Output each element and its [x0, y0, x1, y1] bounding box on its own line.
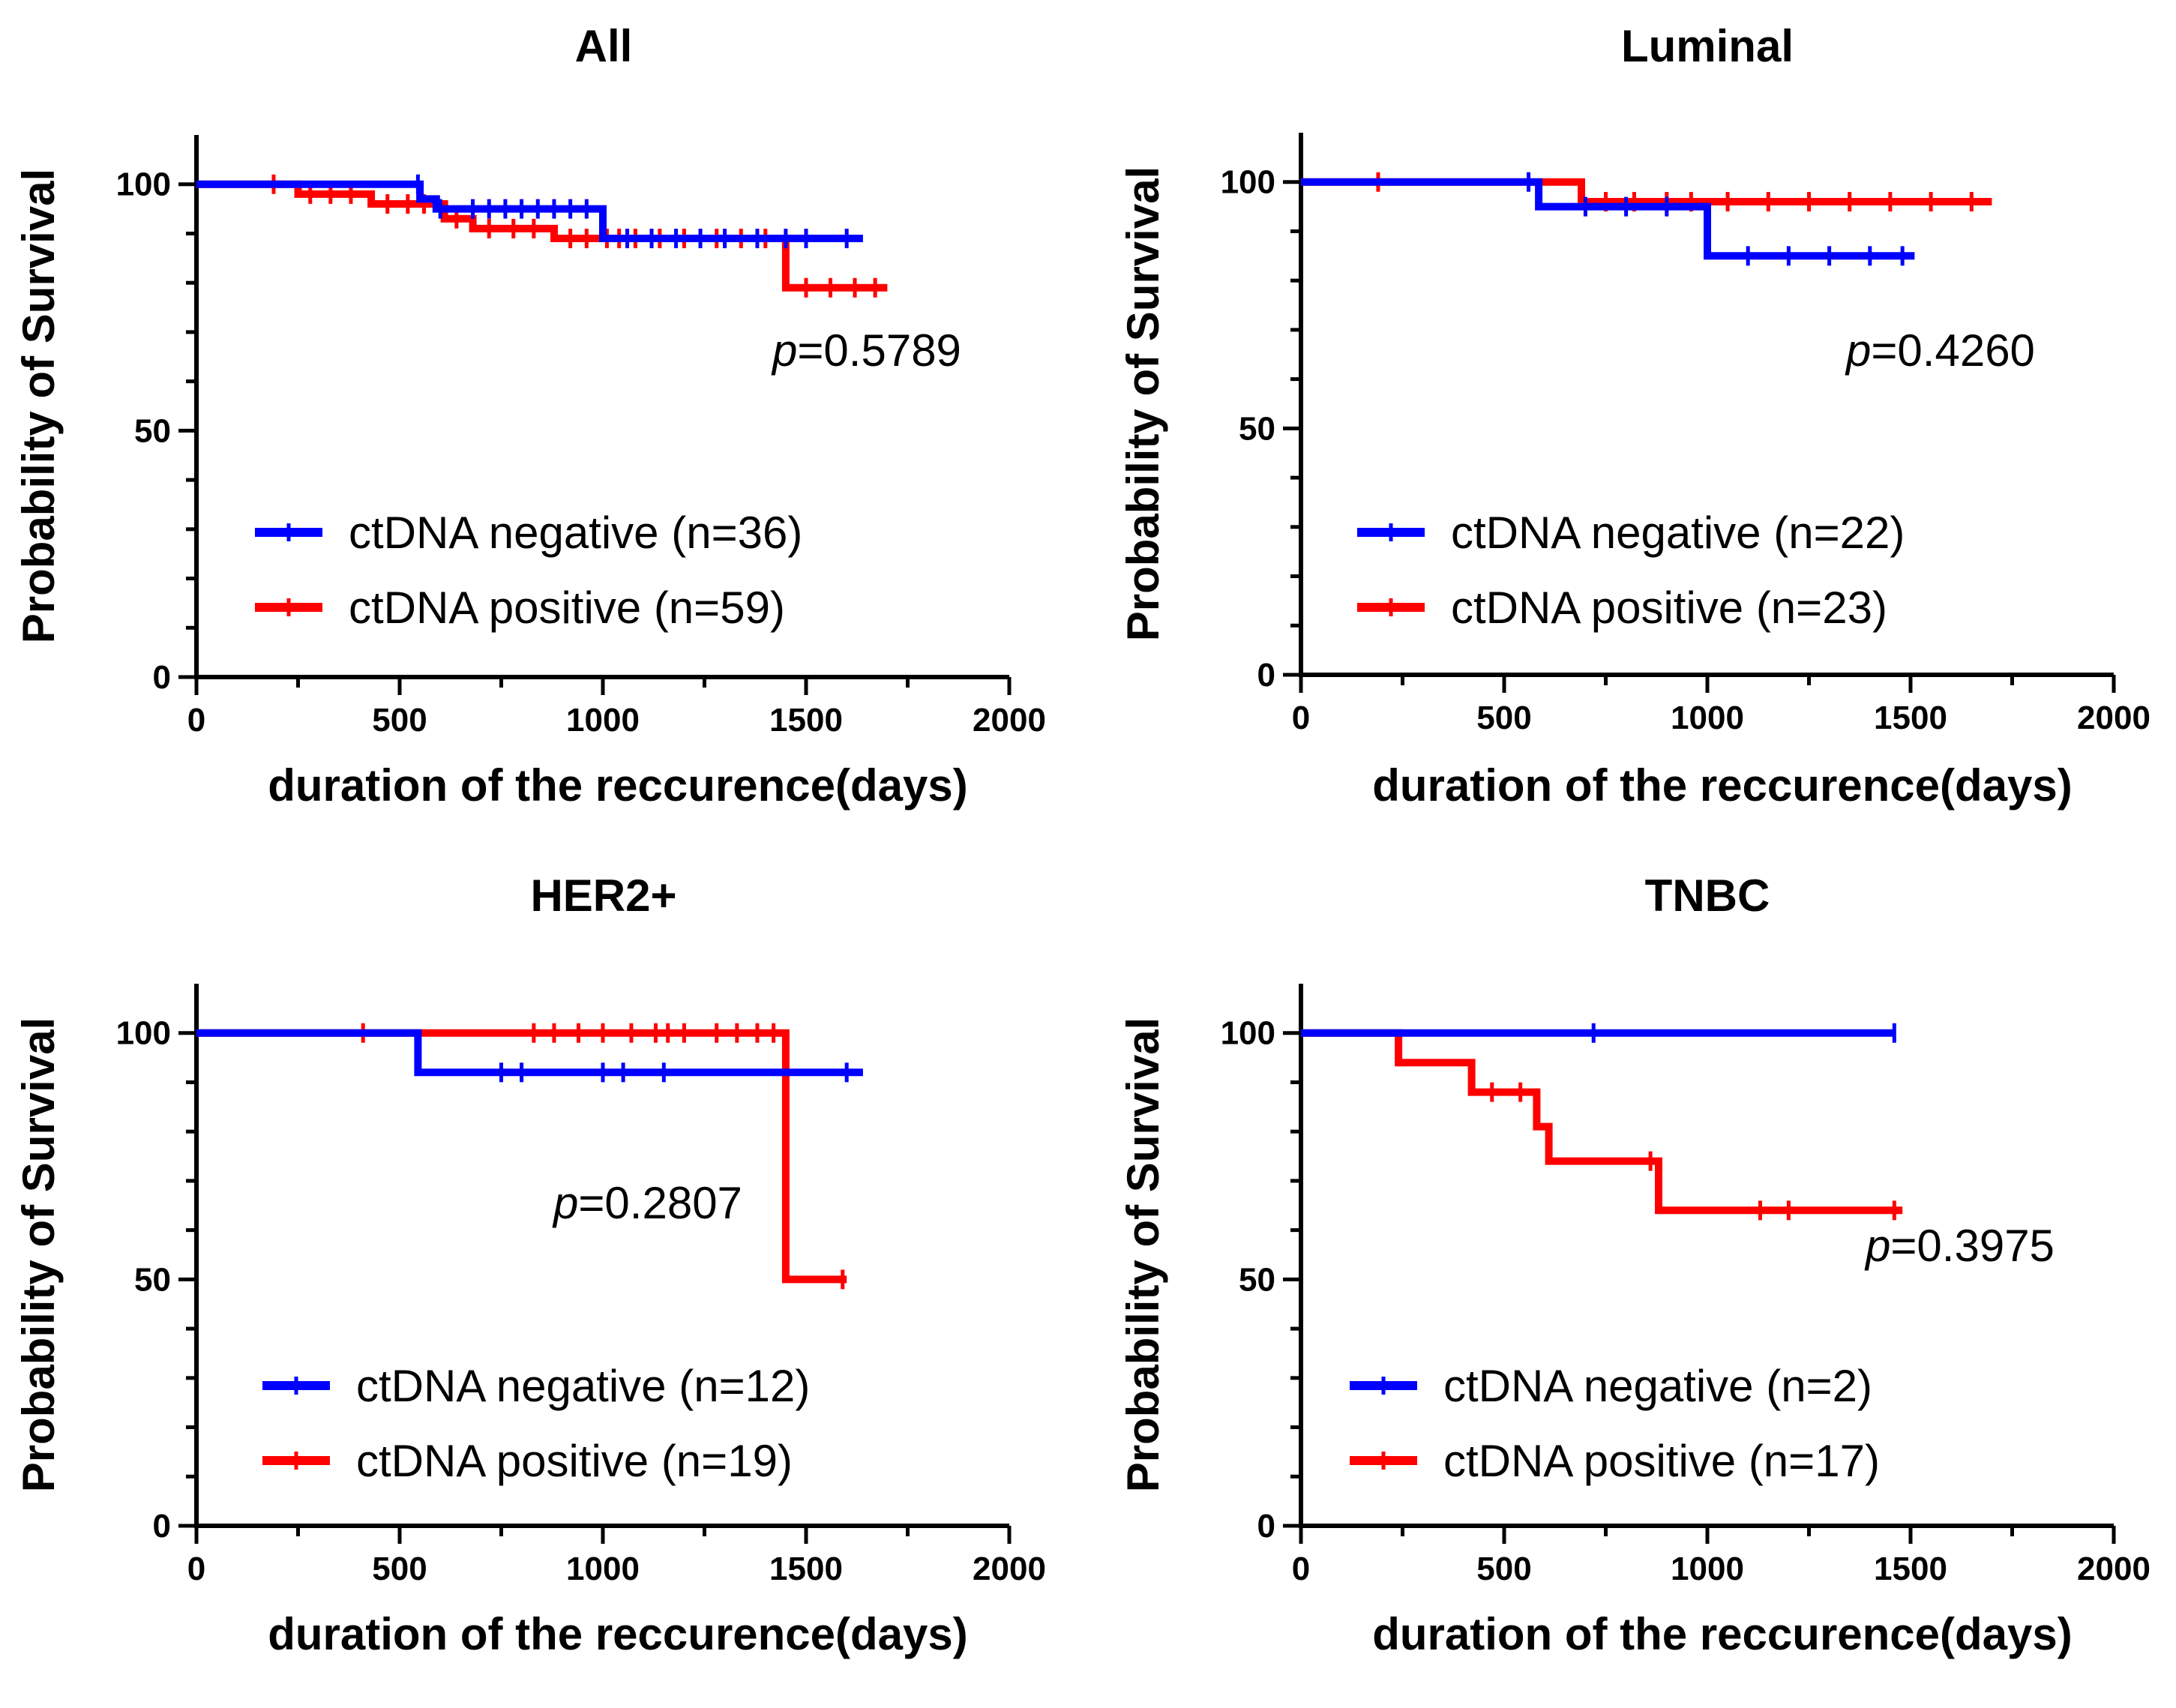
p-value-symbol: p: [1845, 325, 1871, 376]
x-tick-label: 0: [187, 702, 205, 739]
p-value-symbol: p: [552, 1178, 578, 1228]
x-tick-label: 2000: [973, 702, 1046, 739]
x-tick-label: 500: [1476, 1551, 1531, 1587]
x-axis-label: duration of the reccurence(days): [268, 760, 968, 811]
x-tick-label: 0: [187, 1551, 205, 1587]
y-tick-label: 100: [1221, 164, 1275, 201]
chart-title: TNBC: [1645, 870, 1770, 921]
p-value-number: =0.2807: [578, 1178, 742, 1228]
y-tick-label: 0: [1257, 657, 1275, 694]
y-tick-label: 100: [116, 1015, 171, 1052]
x-tick-label: 2000: [2077, 1551, 2151, 1587]
y-tick-label: 0: [1257, 1508, 1275, 1545]
y-tick-label: 0: [153, 1508, 171, 1545]
x-tick-label: 1000: [566, 1551, 640, 1587]
x-tick-label: 1500: [769, 702, 843, 739]
p-value-number: =0.4260: [1871, 325, 2035, 376]
y-tick-label: 50: [134, 1261, 171, 1298]
x-tick-label: 2000: [973, 1551, 1046, 1587]
y-tick-label: 50: [1239, 1261, 1275, 1298]
chart-title: Luminal: [1621, 21, 1794, 71]
legend-label-negative: ctDNA negative (n=2): [1443, 1361, 1872, 1411]
legend-label-negative: ctDNA negative (n=36): [349, 508, 802, 558]
p-value-annotation: p=0.5789: [771, 325, 961, 376]
p-value-annotation: p=0.3975: [1864, 1221, 2055, 1271]
y-axis-label: Probability of Survival: [1118, 1017, 1168, 1493]
chart-title: All: [575, 21, 633, 71]
legend-label-negative: ctDNA negative (n=12): [356, 1361, 810, 1411]
p-value-symbol: p: [1864, 1221, 1890, 1271]
y-tick-label: 50: [1239, 410, 1275, 447]
survival-curve-negative: [196, 180, 863, 242]
x-tick-label: 1500: [769, 1551, 843, 1587]
y-axis-label: Probability of Survival: [13, 169, 64, 644]
x-tick-label: 1500: [1874, 700, 1947, 736]
y-axis-label: Probability of Survival: [13, 1017, 64, 1493]
y-tick-label: 50: [134, 412, 171, 449]
p-value-symbol: p: [771, 325, 797, 376]
x-tick-label: 500: [372, 702, 427, 739]
x-tick-label: 500: [1476, 700, 1531, 736]
survival-curve-positive: [196, 1029, 847, 1284]
x-axis-label: duration of the reccurence(days): [1372, 1609, 2073, 1659]
x-tick-label: 0: [1292, 700, 1310, 736]
p-value-annotation: p=0.2807: [552, 1178, 742, 1228]
survival-curve-negative: [1301, 178, 1915, 260]
x-tick-label: 1500: [1874, 1551, 1947, 1587]
x-tick-label: 1000: [566, 702, 640, 739]
x-axis-label: duration of the reccurence(days): [1372, 760, 2073, 811]
x-tick-label: 500: [372, 1551, 427, 1587]
legend-label-positive: ctDNA positive (n=19): [356, 1436, 793, 1486]
x-tick-label: 0: [1292, 1551, 1310, 1587]
y-tick-label: 0: [153, 659, 171, 696]
legend-label-positive: ctDNA positive (n=17): [1443, 1436, 1880, 1486]
p-value-number: =0.5789: [797, 325, 961, 376]
legend-label-positive: ctDNA positive (n=23): [1451, 583, 1887, 633]
chart-title: HER2+: [530, 870, 676, 921]
survival-curve-negative: [196, 1029, 863, 1077]
p-value-number: =0.3975: [1890, 1221, 2055, 1271]
y-axis-label: Probability of Survival: [1118, 166, 1168, 642]
x-tick-label: 1000: [1671, 1551, 1744, 1587]
x-axis-label: duration of the reccurence(days): [268, 1609, 968, 1659]
y-tick-label: 100: [116, 166, 171, 203]
y-tick-label: 100: [1221, 1015, 1275, 1052]
legend-label-negative: ctDNA negative (n=22): [1451, 508, 1905, 558]
legend-label-positive: ctDNA positive (n=59): [349, 583, 785, 633]
survival-curve-positive: [1301, 1029, 1903, 1215]
x-tick-label: 1000: [1671, 700, 1744, 736]
x-tick-label: 2000: [2077, 700, 2151, 736]
p-value-annotation: p=0.4260: [1845, 325, 2035, 376]
